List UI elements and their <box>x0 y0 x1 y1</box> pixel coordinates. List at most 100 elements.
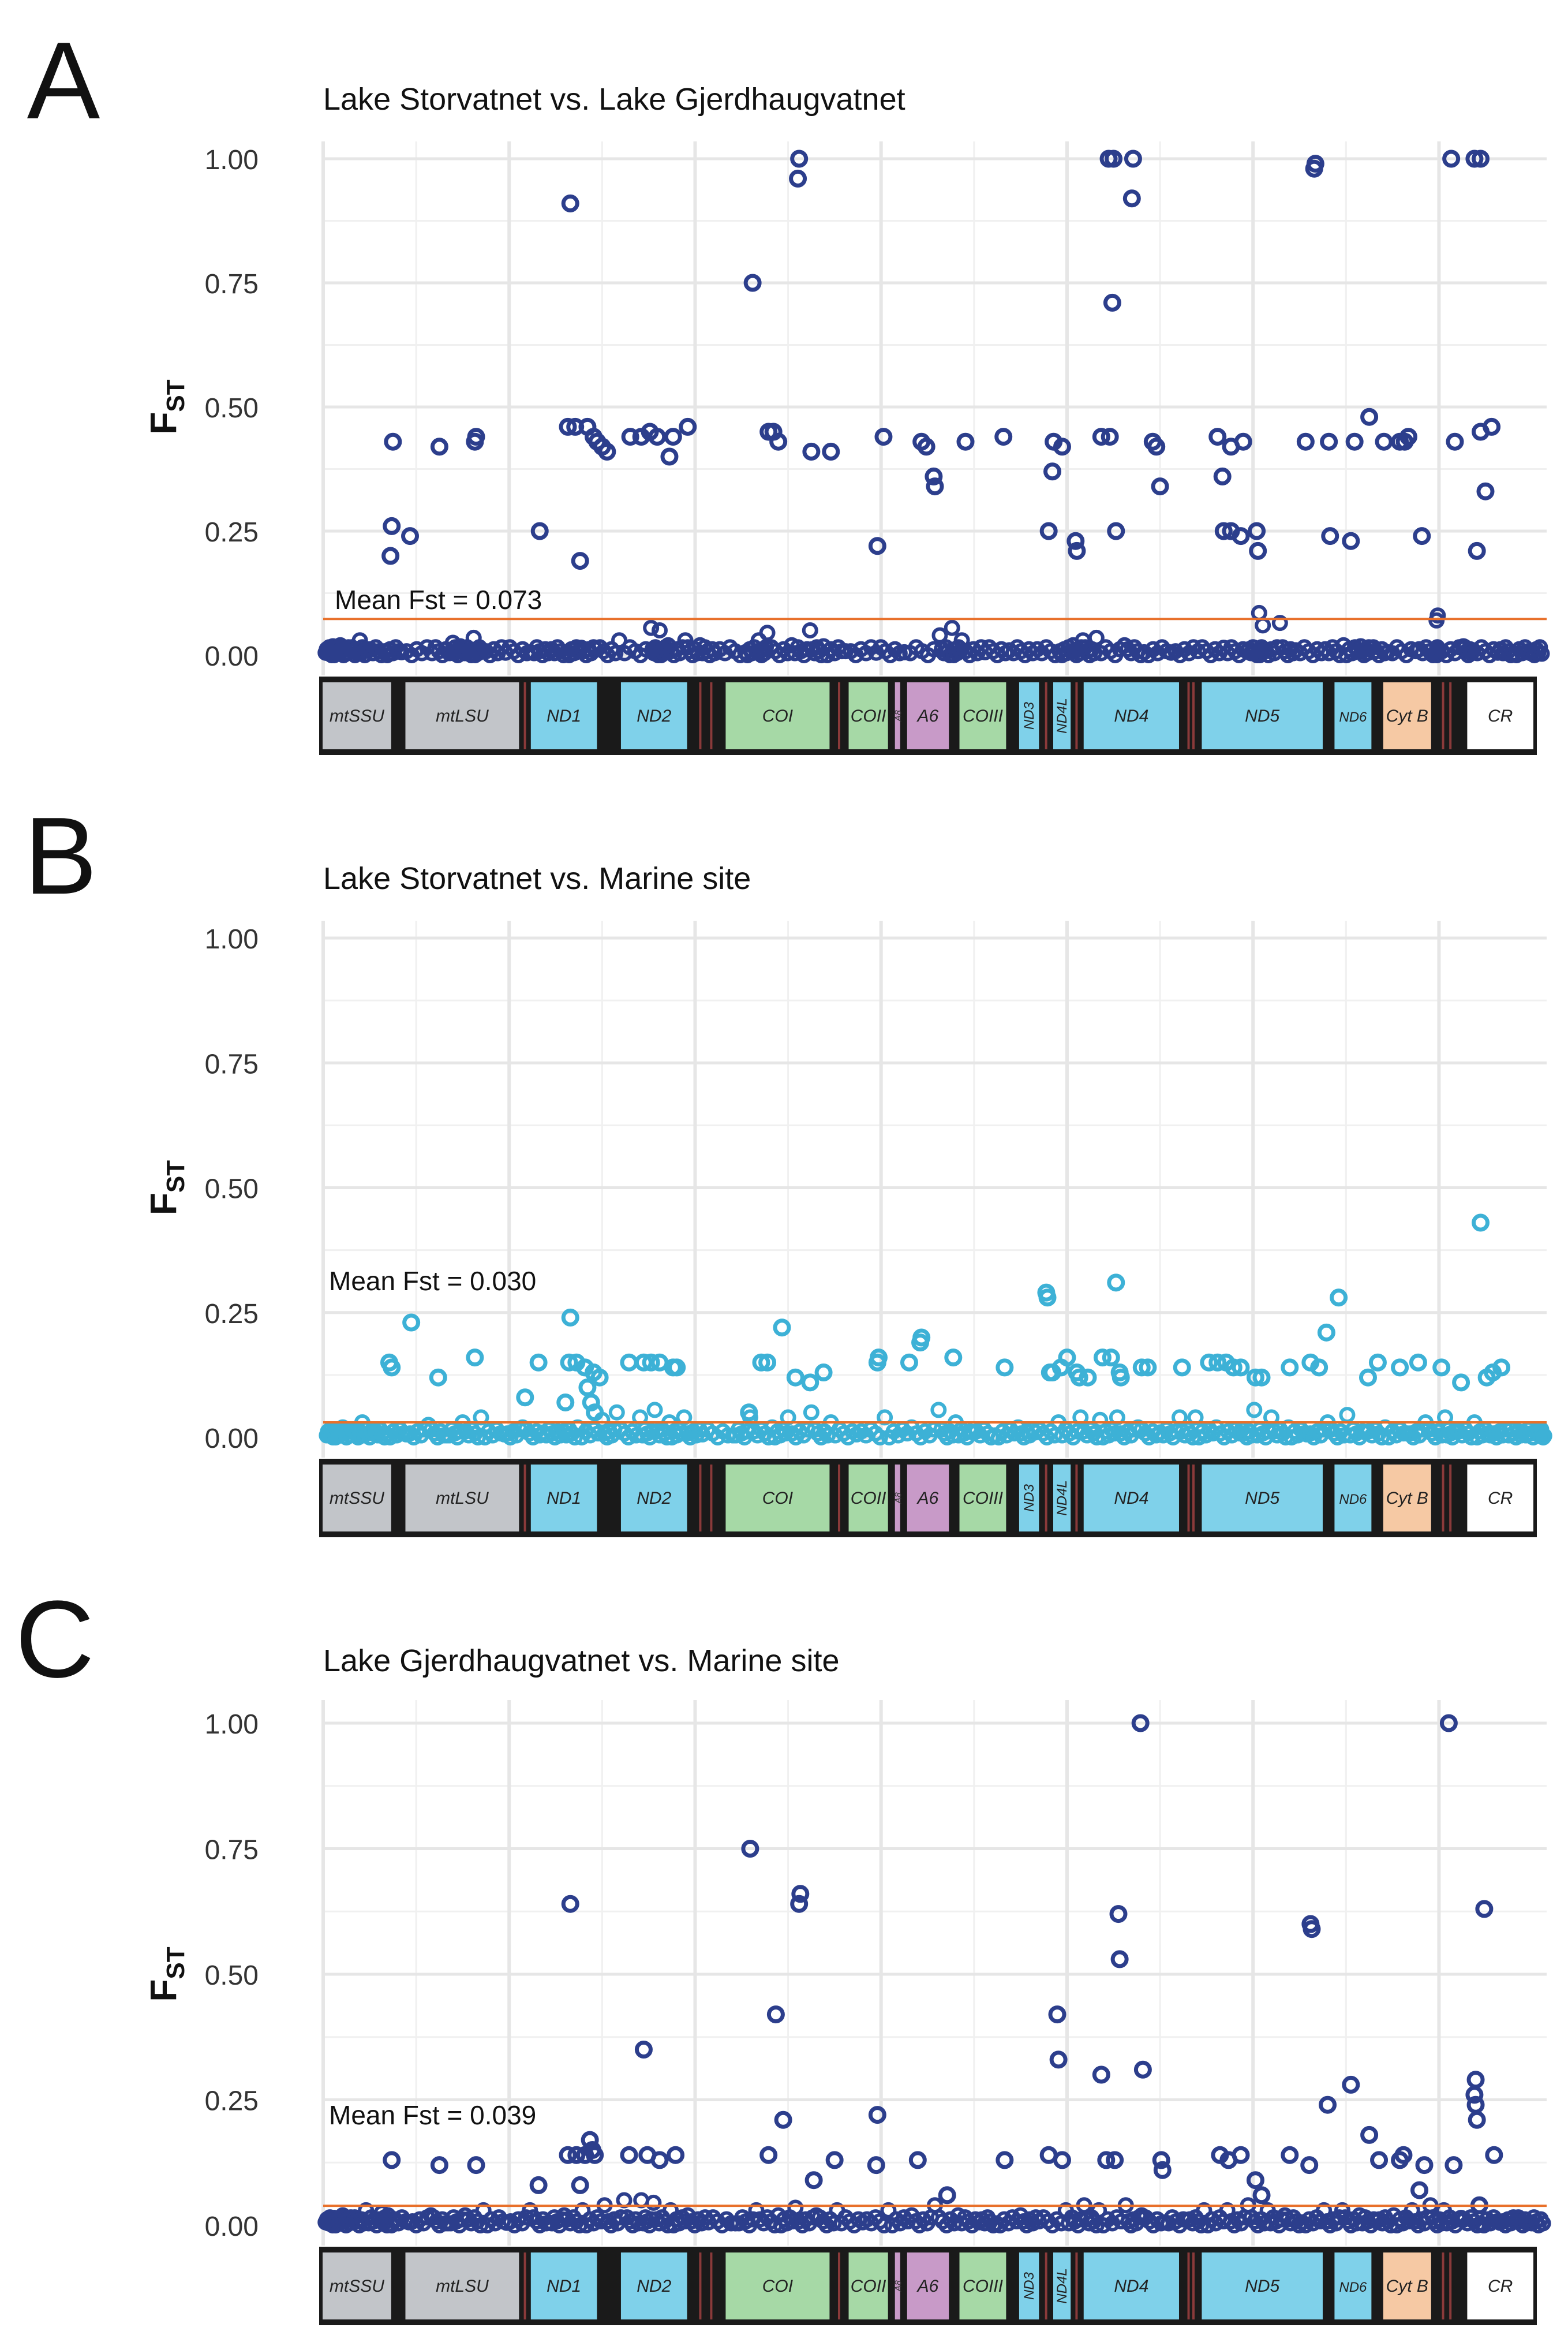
gene-label: COII <box>851 707 886 726</box>
data-point <box>1468 541 1486 560</box>
gene-block <box>1053 2252 1071 2319</box>
data-point <box>1321 527 1339 546</box>
data-point <box>1039 522 1058 540</box>
baseline-point <box>1158 643 1175 660</box>
gene-block <box>1383 682 1431 749</box>
plot-grid <box>321 921 1547 1458</box>
data-point <box>996 2151 1014 2169</box>
data-point <box>1151 477 1169 496</box>
data-point <box>620 2146 638 2164</box>
gene-label: ND4 <box>1114 707 1148 726</box>
trna-marker <box>699 2252 702 2319</box>
data-point <box>1394 2146 1413 2164</box>
data-point <box>790 150 809 168</box>
data-point <box>384 432 402 451</box>
y-tick-label: 0.25 <box>205 1299 259 1329</box>
gene-block <box>405 1465 519 1531</box>
data-point <box>1246 2171 1264 2190</box>
trna-marker <box>1442 682 1444 749</box>
gene-block <box>1053 1465 1071 1531</box>
baseline-points <box>320 1421 1551 1445</box>
gene-block <box>895 2252 900 2319</box>
baseline-point <box>876 2217 893 2233</box>
data-point <box>1124 150 1142 168</box>
data-point <box>1485 2146 1503 2164</box>
data-point <box>1432 1358 1451 1377</box>
data-point <box>1409 1353 1427 1372</box>
data-point <box>1415 2156 1434 2175</box>
y-tick-label: 0.00 <box>205 2211 259 2242</box>
data-point <box>561 1308 579 1327</box>
data-point <box>1224 1358 1243 1377</box>
data-point <box>1439 1714 1458 1732</box>
y-tick-label: 0.75 <box>205 269 259 300</box>
data-point <box>1468 2110 1486 2129</box>
data-point <box>1122 189 1141 208</box>
data-point <box>1296 432 1315 451</box>
gene-block <box>1467 682 1533 749</box>
data-point <box>1263 1409 1279 1426</box>
data-point <box>383 517 401 535</box>
data-point <box>668 1358 686 1377</box>
data-point <box>867 2156 885 2175</box>
data-point <box>741 1840 759 1858</box>
data-point <box>1271 615 1288 632</box>
data-point <box>402 1313 421 1332</box>
y-axis-label-main: F <box>143 412 184 435</box>
gene-label: mtLSU <box>436 1489 489 1508</box>
trna-marker <box>1187 1465 1190 1531</box>
trna-marker <box>1192 1465 1195 1531</box>
gene-label: A8 <box>893 2280 903 2292</box>
y-axis-label: FST <box>143 379 190 434</box>
data-point <box>401 527 420 546</box>
data-point <box>1368 1353 1387 1372</box>
data-point <box>804 2171 823 2190</box>
baseline-point <box>1132 647 1149 663</box>
trna-marker <box>1449 1465 1452 1531</box>
trna-marker <box>1192 682 1195 749</box>
data-point <box>1079 1368 1097 1387</box>
data-point <box>1092 2065 1110 2084</box>
data-point <box>1102 1348 1120 1367</box>
data-point <box>926 477 944 496</box>
data-point <box>791 1885 810 1903</box>
data-point <box>467 428 485 446</box>
data-point <box>1255 617 1271 634</box>
y-axis-label: FST <box>143 1160 190 1215</box>
gene-block <box>1334 1465 1372 1531</box>
gene-block <box>1019 682 1039 749</box>
gene-block <box>895 682 900 749</box>
data-point <box>381 547 400 565</box>
data-point <box>1399 428 1417 446</box>
gene-label: mtSSU <box>330 2277 384 2296</box>
gene-label: COIII <box>963 707 1003 726</box>
data-point <box>956 432 975 451</box>
panel-letter: B <box>24 795 98 917</box>
data-point <box>571 552 589 570</box>
trna-marker <box>1045 682 1047 749</box>
data-point <box>1153 2161 1172 2179</box>
data-point <box>868 1353 886 1372</box>
trna-marker <box>837 682 840 749</box>
data-point <box>1232 527 1250 546</box>
trna-marker <box>1075 2252 1078 2319</box>
y-tick-label: 1.00 <box>205 145 259 175</box>
data-point <box>1310 1358 1329 1377</box>
data-point <box>1053 2151 1071 2169</box>
gene-block <box>907 2252 949 2319</box>
baseline-point <box>607 645 624 662</box>
gene-label: COII <box>851 2277 886 2296</box>
data-point <box>1214 522 1233 540</box>
data-point <box>1342 532 1360 550</box>
data-point <box>1300 2156 1319 2175</box>
y-tick-label: 1.00 <box>205 924 259 955</box>
data-point <box>1472 1213 1490 1232</box>
gene-block <box>1383 2252 1431 2319</box>
data-point <box>1107 522 1125 540</box>
data-point <box>1234 432 1252 451</box>
data-point <box>1492 1358 1511 1377</box>
data-point <box>1058 1348 1076 1367</box>
gene-block <box>1053 682 1071 749</box>
data-point <box>1101 428 1119 446</box>
data-point <box>581 2131 599 2149</box>
